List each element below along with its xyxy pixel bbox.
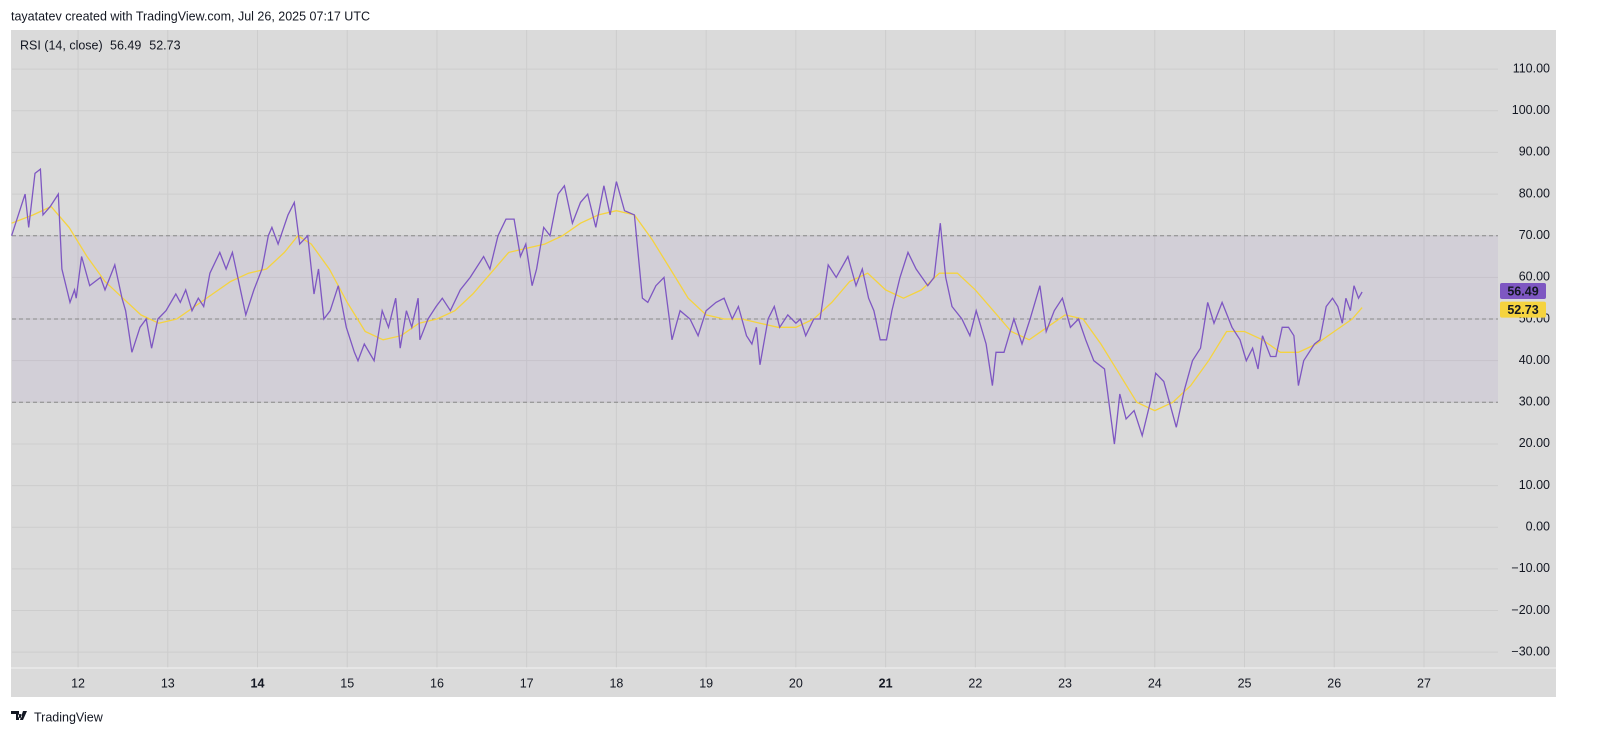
x-tick-label: 22 bbox=[968, 676, 982, 690]
y-tick-label: 0.00 bbox=[1526, 520, 1550, 534]
y-tick-label: −20.00 bbox=[1511, 603, 1550, 617]
x-tick-label: 23 bbox=[1058, 676, 1072, 690]
x-tick-label: 21 bbox=[879, 676, 893, 690]
chart-panel bbox=[11, 30, 1556, 697]
price-badge bbox=[1500, 282, 1546, 299]
price-badge-label: 52.73 bbox=[1507, 303, 1538, 317]
x-tick-label: 20 bbox=[789, 676, 803, 690]
y-tick-label: 70.00 bbox=[1519, 228, 1550, 242]
y-tick-label: −10.00 bbox=[1511, 561, 1550, 575]
x-tick-label: 25 bbox=[1238, 676, 1252, 690]
price-badge-label: 56.49 bbox=[1507, 284, 1538, 298]
y-tick-label: 30.00 bbox=[1519, 395, 1550, 409]
legend-title: RSI (14, close) bbox=[20, 38, 103, 52]
footer-logo bbox=[11, 711, 27, 720]
y-tick-label: 110.00 bbox=[1513, 61, 1550, 75]
x-tick-label: 18 bbox=[609, 676, 623, 690]
x-tick-label: 16 bbox=[430, 676, 444, 690]
x-tick-label: 12 bbox=[71, 676, 85, 690]
x-tick-label: 26 bbox=[1327, 676, 1341, 690]
y-tick-label: 40.00 bbox=[1519, 353, 1550, 367]
y-tick-label: −30.00 bbox=[1511, 644, 1550, 658]
y-tick-label: 20.00 bbox=[1519, 436, 1550, 450]
y-tick-label: 10.00 bbox=[1519, 478, 1550, 492]
series-line bbox=[10, 167, 1363, 445]
x-tick-label: 14 bbox=[251, 676, 265, 690]
y-tick-label: 90.00 bbox=[1519, 145, 1550, 159]
y-tick-label: 60.00 bbox=[1519, 270, 1550, 284]
legend-value: 56.49 bbox=[110, 38, 141, 52]
header-title: tayatatev created with TradingView.com, … bbox=[11, 9, 370, 23]
x-tick-label: 13 bbox=[161, 676, 175, 690]
footer-brand: TradingView bbox=[34, 710, 104, 724]
y-tick-label: 80.00 bbox=[1519, 186, 1550, 200]
x-tick-label: 15 bbox=[340, 676, 354, 690]
x-tick-label: 17 bbox=[520, 676, 534, 690]
series-line bbox=[11, 205, 1363, 412]
x-tick-label: 27 bbox=[1417, 676, 1431, 690]
y-tick-label: 100.00 bbox=[1512, 103, 1550, 117]
legend-value: 52.73 bbox=[149, 38, 180, 52]
x-tick-label: 24 bbox=[1148, 676, 1162, 690]
x-tick-label: 19 bbox=[699, 676, 713, 690]
price-badge bbox=[1500, 301, 1546, 318]
